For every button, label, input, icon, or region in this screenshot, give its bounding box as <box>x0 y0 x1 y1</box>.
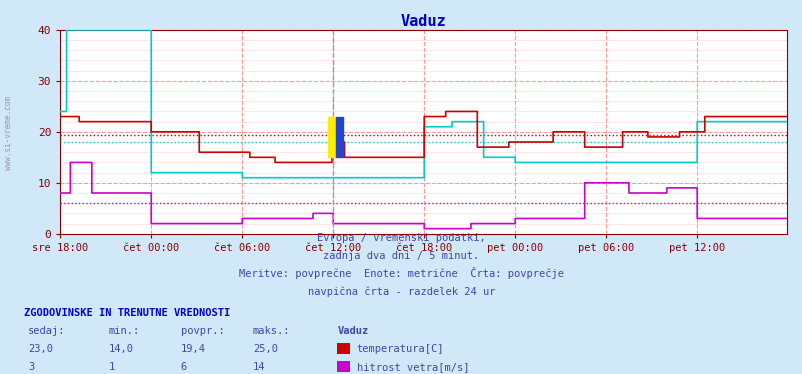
Text: 23,0: 23,0 <box>28 344 53 354</box>
Text: navpična črta - razdelek 24 ur: navpična črta - razdelek 24 ur <box>307 286 495 297</box>
Text: ZGODOVINSKE IN TRENUTNE VREDNOSTI: ZGODOVINSKE IN TRENUTNE VREDNOSTI <box>24 308 230 318</box>
Text: Vaduz: Vaduz <box>337 326 368 336</box>
Text: 1: 1 <box>108 362 115 372</box>
Text: Evropa / vremenski podatki,: Evropa / vremenski podatki, <box>317 233 485 243</box>
Text: zadnja dva dni / 5 minut.: zadnja dva dni / 5 minut. <box>323 251 479 261</box>
Bar <box>328 117 335 157</box>
Text: 6: 6 <box>180 362 187 372</box>
Text: maks.:: maks.: <box>253 326 290 336</box>
Text: povpr.:: povpr.: <box>180 326 224 336</box>
Bar <box>335 117 343 157</box>
Text: sedaj:: sedaj: <box>28 326 66 336</box>
Text: 14,0: 14,0 <box>108 344 133 354</box>
Text: min.:: min.: <box>108 326 140 336</box>
Text: hitrost vetra[m/s]: hitrost vetra[m/s] <box>356 362 468 372</box>
Text: 25,0: 25,0 <box>253 344 277 354</box>
Text: 19,4: 19,4 <box>180 344 205 354</box>
Text: temperatura[C]: temperatura[C] <box>356 344 444 354</box>
Title: Vaduz: Vaduz <box>400 14 446 29</box>
Text: www.si-vreme.com: www.si-vreme.com <box>3 96 13 170</box>
Text: Meritve: povprečne  Enote: metrične  Črta: povprečje: Meritve: povprečne Enote: metrične Črta:… <box>239 267 563 279</box>
Text: 14: 14 <box>253 362 265 372</box>
Text: 3: 3 <box>28 362 34 372</box>
